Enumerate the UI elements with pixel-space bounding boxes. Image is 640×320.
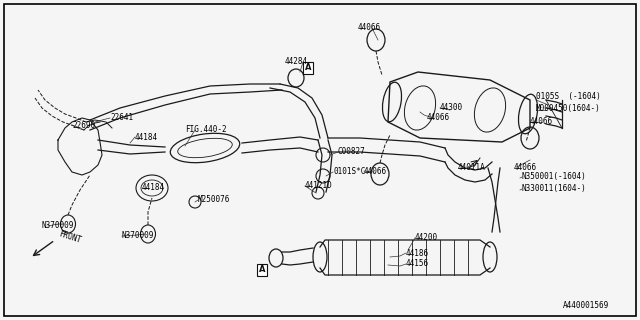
Text: 44066: 44066 [427,113,450,122]
Text: 44300: 44300 [440,103,463,113]
Text: N370009: N370009 [122,231,154,241]
Text: A440001569: A440001569 [563,300,609,309]
Text: N370009: N370009 [42,221,74,230]
Text: 0101S*C: 0101S*C [333,167,365,177]
Text: 44184: 44184 [142,183,165,193]
Text: FRONT: FRONT [58,229,83,245]
Text: 44066: 44066 [358,23,381,33]
Text: M000450(1604-): M000450(1604-) [536,103,601,113]
Text: 22641: 22641 [110,114,133,123]
Text: 44011A: 44011A [458,164,486,172]
Text: FIG.440-2: FIG.440-2 [185,125,227,134]
Text: 44066: 44066 [364,166,387,175]
Text: 44184: 44184 [135,132,158,141]
Text: C00827: C00827 [338,148,365,156]
Text: A: A [305,63,311,73]
Text: 44186: 44186 [406,249,429,258]
Text: M250076: M250076 [198,196,230,204]
Text: 44156: 44156 [406,260,429,268]
Text: 44200: 44200 [415,234,438,243]
Text: 44066: 44066 [530,117,553,126]
Text: 44121D: 44121D [305,181,333,190]
Text: 22690: 22690 [72,121,95,130]
Text: 44284: 44284 [285,58,308,67]
Text: A: A [259,266,265,275]
Text: N350001(-1604): N350001(-1604) [522,172,587,181]
Text: 0105S  (-1604): 0105S (-1604) [536,92,601,100]
Text: N330011(1604-): N330011(1604-) [522,185,587,194]
Text: 44066: 44066 [514,163,537,172]
